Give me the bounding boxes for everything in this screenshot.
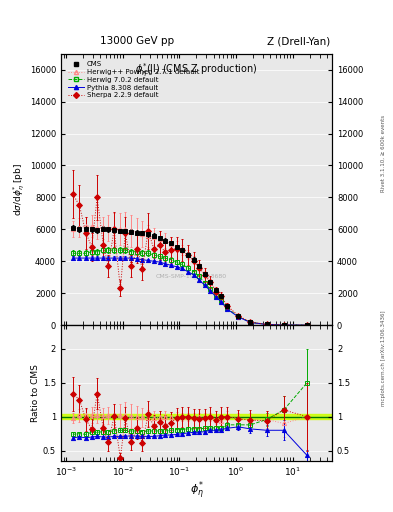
Legend: CMS, Herwig++ Powheg 2.7.1 default, Herwig 7.0.2 default, Pythia 8.308 default, : CMS, Herwig++ Powheg 2.7.1 default, Herw… xyxy=(67,60,200,100)
Y-axis label: Ratio to CMS: Ratio to CMS xyxy=(31,364,40,422)
Text: Z (Drell-Yan): Z (Drell-Yan) xyxy=(267,36,330,46)
Y-axis label: d$\sigma$/d$\phi^{*}_{\eta}$ [pb]: d$\sigma$/d$\phi^{*}_{\eta}$ [pb] xyxy=(11,163,27,216)
Text: CMS-SMP-19_I1753680: CMS-SMP-19_I1753680 xyxy=(156,273,227,279)
Bar xyxy=(61,414,332,419)
Text: 13000 GeV pp: 13000 GeV pp xyxy=(101,36,174,46)
X-axis label: $\phi^{*}_{\eta}$: $\phi^{*}_{\eta}$ xyxy=(189,479,204,502)
Text: $\phi^{*}_{\eta}$(ll) (CMS Z production): $\phi^{*}_{\eta}$(ll) (CMS Z production) xyxy=(135,62,258,79)
Text: mcplots.cern.ch [arXiv:1306.3436]: mcplots.cern.ch [arXiv:1306.3436] xyxy=(381,311,386,406)
Text: Rivet 3.1.10, ≥ 600k events: Rivet 3.1.10, ≥ 600k events xyxy=(381,115,386,192)
